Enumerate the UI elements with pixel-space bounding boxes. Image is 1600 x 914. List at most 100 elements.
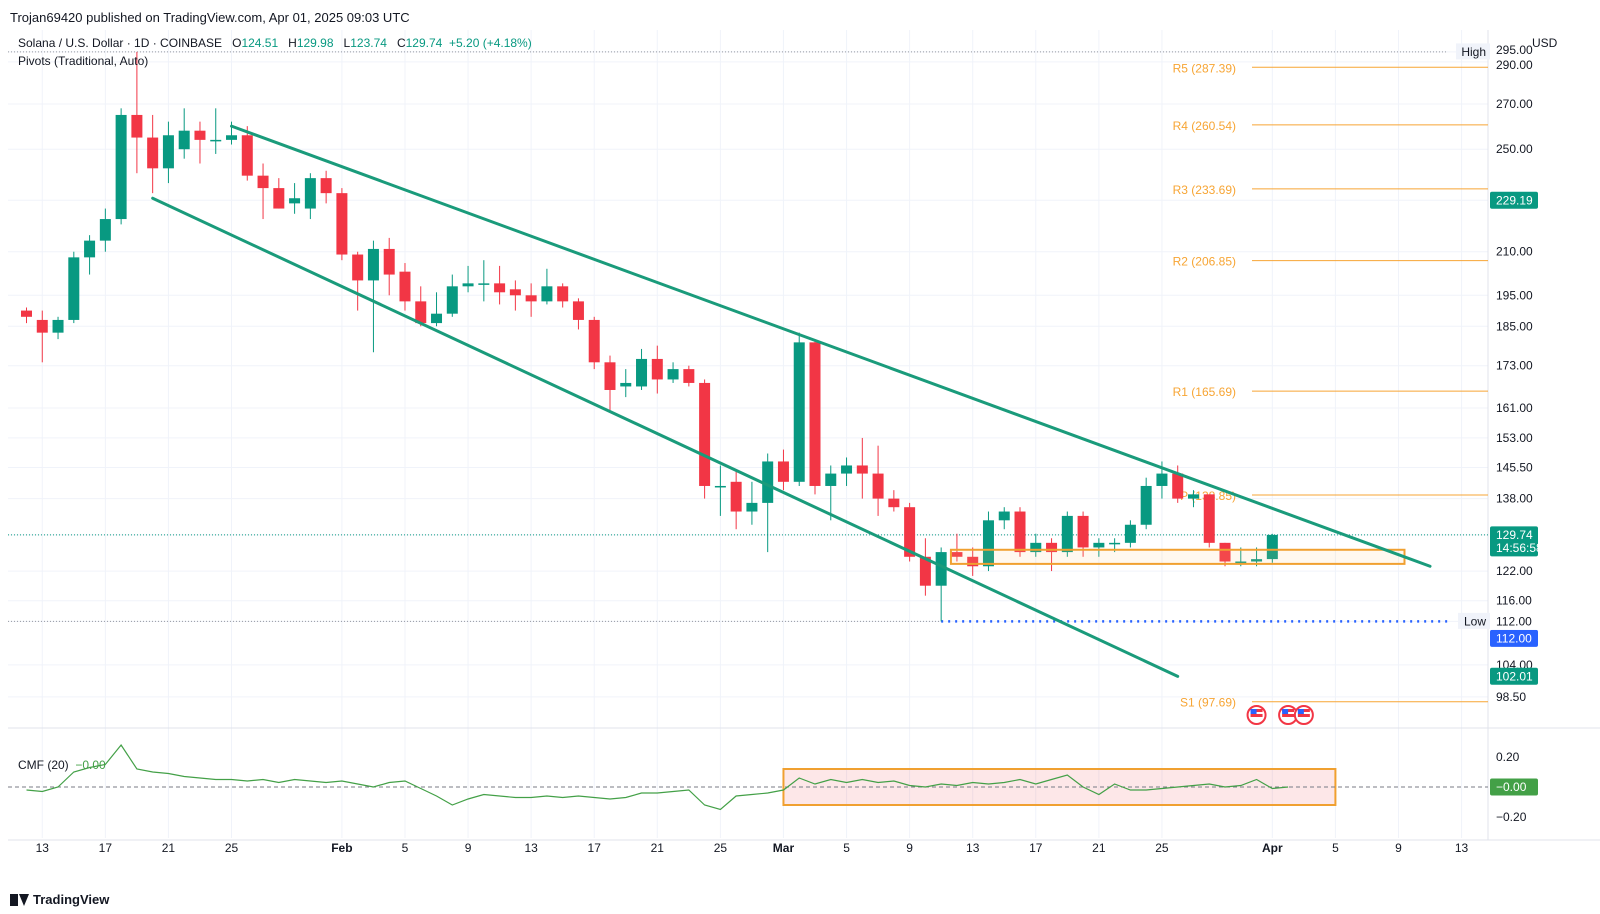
candle-body [226, 135, 238, 140]
pivot-label: R4 (260.54) [1173, 119, 1236, 133]
candle-body [557, 286, 569, 302]
chart-area[interactable]: R5 (287.39) R4 (260.54) R3 (233.69) R2 (206… [0, 30, 1600, 870]
candle-body [888, 498, 900, 508]
high-badge: High [1461, 45, 1486, 59]
candle-body [1266, 534, 1278, 560]
publisher-line: Trojan69420 published on TradingView.com… [10, 10, 410, 25]
price-tick-label: 116.00 [1496, 594, 1532, 608]
pivot-label: R3 (233.69) [1173, 183, 1236, 197]
time-tick-label: 25 [714, 841, 728, 855]
time-tick-label: 21 [651, 841, 665, 855]
candle-body [777, 461, 789, 482]
price-tag-countdown: 14:56:58 [1496, 541, 1543, 555]
candle-body [967, 556, 979, 567]
upper-trendline [230, 124, 1432, 568]
open-label: O [232, 36, 242, 50]
candle-body [809, 342, 821, 486]
candle-body [525, 295, 537, 302]
time-tick-label: 5 [1332, 841, 1339, 855]
time-tick-label: 25 [1155, 841, 1169, 855]
time-tick-label: 21 [162, 841, 176, 855]
candle-body [825, 473, 837, 486]
pivot-label: R1 (165.69) [1173, 385, 1236, 399]
price-tick-label: 153.00 [1496, 431, 1533, 445]
cmf-legend[interactable]: CMF (20) −0.00 [18, 758, 106, 772]
price-tick-label: 98.50 [1496, 690, 1526, 704]
time-tick-label: Feb [331, 841, 352, 855]
price-tick-label: 173.00 [1496, 359, 1533, 373]
us-flag-canton-icon [1297, 709, 1304, 714]
currency-button[interactable]: USD [1532, 36, 1558, 50]
candle-body [415, 301, 427, 324]
us-flag-canton-icon [1250, 709, 1257, 714]
candle-body [1203, 494, 1215, 543]
cmf-value: −0.00 [75, 758, 106, 772]
candle-body [651, 358, 663, 380]
time-tick-label: 13 [36, 841, 50, 855]
cmf-name: CMF (20) [18, 758, 69, 772]
candle-body [99, 219, 111, 241]
low-badge-box [1458, 612, 1490, 629]
low-axis-label: 112.00 [1496, 614, 1532, 628]
candle-body [320, 178, 332, 194]
pivot-label: R5 (287.39) [1173, 61, 1236, 75]
us-flag-canton-icon [1282, 709, 1289, 714]
lower-trendline [151, 196, 1180, 678]
low-axis-box [1490, 612, 1538, 630]
symbol-legend: Solana / U.S. Dollar · 1D · COINBASE O12… [18, 36, 532, 50]
price-tick-label: 250.00 [1496, 142, 1533, 156]
support-zone-box [949, 548, 1406, 565]
candle-body [1061, 515, 1073, 553]
high-value: 129.98 [296, 36, 334, 50]
cmf-tick-label: 0.20 [1496, 750, 1520, 764]
price-tag-label: 102.01 [1496, 669, 1533, 683]
high-badge-box [1456, 43, 1490, 60]
candle-body [919, 556, 931, 586]
symbol-name: Solana / U.S. Dollar · 1D · COINBASE [18, 36, 223, 50]
tradingview-logo-icon [10, 893, 29, 906]
candle-body [1156, 473, 1168, 486]
time-tick-label: 25 [225, 841, 239, 855]
time-tick-label: 17 [99, 841, 113, 855]
price-tick-label: 270.00 [1496, 97, 1533, 111]
time-tick-label: 9 [906, 841, 913, 855]
open-value: 124.51 [241, 36, 279, 50]
time-tick-label: 13 [1455, 841, 1469, 855]
candle-body [762, 461, 774, 503]
price-tag-label: 112.00 [1496, 631, 1532, 645]
cmf-line [26, 743, 1289, 811]
candle-body [636, 358, 648, 387]
cmf-tick-label: −0.00 [1496, 780, 1527, 794]
candle-body [872, 473, 884, 499]
low-label: L [343, 36, 351, 50]
candle-body [935, 552, 947, 586]
candle-body [494, 283, 506, 293]
price-tick-label: 185.00 [1496, 319, 1533, 333]
candle-body [210, 139, 222, 142]
candle-body [730, 481, 742, 512]
candle-body [509, 289, 521, 296]
candle-body [1093, 542, 1105, 548]
time-tick-label: 21 [1092, 841, 1106, 855]
candle-body [194, 130, 206, 140]
candle-body [367, 248, 379, 281]
candle-body [998, 511, 1010, 521]
time-tick-label: 13 [524, 841, 538, 855]
pivots-legend[interactable]: Pivots (Traditional, Auto) [18, 54, 149, 68]
close-value: 129.74 [405, 36, 443, 50]
candle-body [1030, 542, 1042, 553]
candle-body [273, 188, 285, 209]
candle-body [431, 313, 443, 324]
low-badge: Low [1464, 614, 1486, 628]
price-tick-label: 145.50 [1496, 460, 1533, 474]
candle-body [131, 114, 143, 138]
candlestick-chart[interactable]: R5 (287.39) R4 (260.54) R3 (233.69) R2 (206… [0, 30, 1600, 870]
candle-body [147, 137, 159, 169]
candle-body [714, 485, 726, 488]
candle-body [289, 198, 301, 204]
pivot-label: S1 (97.69) [1180, 696, 1236, 710]
price-tick-label: 290.00 [1496, 58, 1533, 72]
candle-body [1014, 511, 1026, 553]
pivot-label: R2 (206.85) [1173, 255, 1236, 269]
candle-body [683, 369, 695, 383]
